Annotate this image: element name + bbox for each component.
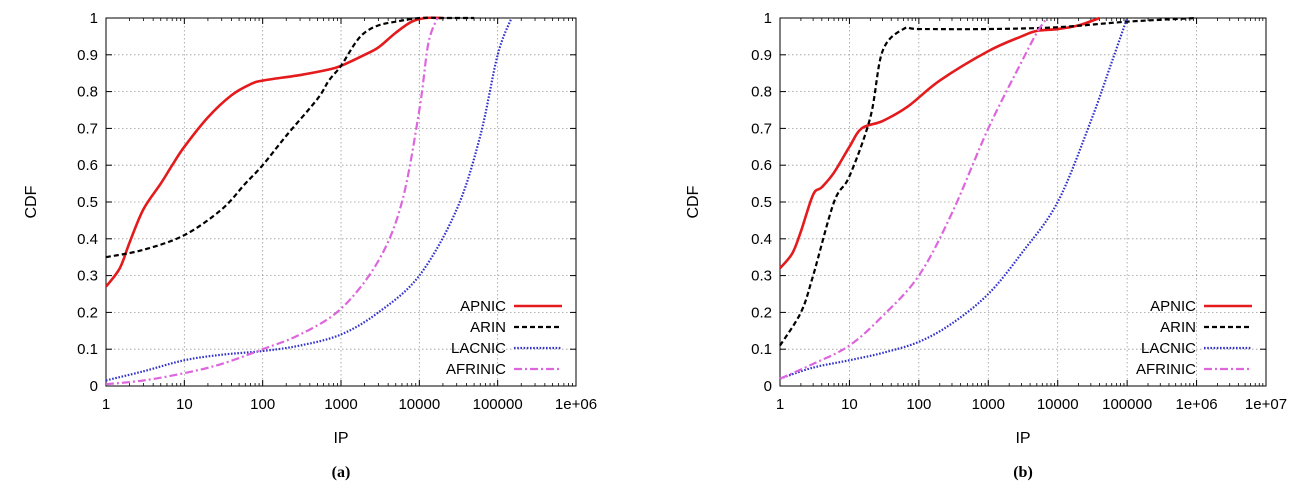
y-tick-label: 0.7 — [77, 120, 98, 137]
legend-label-apnic: APNIC — [460, 298, 506, 315]
legend-label-afrinic: AFRINIC — [1136, 361, 1196, 378]
x-axis-title: IP — [333, 430, 348, 447]
y-tick-label: 1 — [764, 10, 772, 27]
x-tick-label: 100 — [906, 396, 931, 413]
x-tick-label: 1e+06 — [555, 396, 597, 413]
y-axis-title: CDF — [23, 185, 40, 218]
x-tick-label: 100 — [250, 396, 275, 413]
y-tick-label: 0.1 — [751, 341, 772, 358]
figure-caption: (a) — [332, 464, 351, 481]
figure-caption: (b) — [1013, 464, 1033, 481]
y-tick-label: 0.8 — [77, 84, 98, 101]
y-tick-label: 0.4 — [751, 231, 772, 248]
chart-panel-b: 0 0.1 0.2 0.3 0.4 0.5 0.6 0.7 0.8 0.9 1 1 10 100 1000 1… — [648, 0, 1296, 489]
y-tick-label: 0.7 — [751, 120, 772, 137]
series-line-lacnic — [105, 17, 513, 382]
y-tick-label: 0.3 — [77, 268, 98, 285]
y-tick-label: 0 — [90, 378, 98, 395]
legend-label-arin: ARIN — [1160, 319, 1196, 336]
series-line-arin — [779, 16, 1197, 347]
series-line-arin — [105, 16, 475, 259]
x-tick-label: 1000 — [324, 396, 357, 413]
y-tick-label: 0.1 — [77, 341, 98, 358]
x-tick-label: 1e+07 — [1245, 396, 1287, 413]
legend-label-apnic: APNIC — [1150, 298, 1196, 315]
y-tick-label: 0.4 — [77, 231, 98, 248]
y-tick-label: 0.9 — [77, 47, 98, 64]
y-tick-label: 0.2 — [77, 304, 98, 321]
legend-label-afrinic: AFRINIC — [446, 361, 506, 378]
x-tick-label: 100000 — [1102, 396, 1152, 413]
y-tick-label: 0.3 — [751, 268, 772, 285]
y-axis-title: CDF — [685, 185, 702, 218]
y-tick-label: 0.5 — [77, 194, 98, 211]
y-tick-label: 0.6 — [77, 157, 98, 174]
series-line-apnic — [779, 16, 1100, 270]
y-tick-label: 1 — [90, 10, 98, 27]
y-tick-label: 0.9 — [751, 47, 772, 64]
cdf-chart-b: 0 0.1 0.2 0.3 0.4 0.5 0.6 0.7 0.8 0.9 1 1 10 100 1000 1… — [685, 10, 1287, 481]
y-tick-label: 0 — [764, 378, 772, 395]
series-lines — [779, 16, 1197, 380]
x-tick-label: 1 — [776, 396, 784, 413]
y-tick-label: 0.8 — [751, 84, 772, 101]
x-tick-label: 10000 — [1037, 396, 1079, 413]
legend-label-lacnic: LACNIC — [451, 340, 506, 357]
chart-panel-a: 0 0.1 0.2 0.3 0.4 0.5 0.6 0.7 0.8 0.9 1 1 10 100 1000 1… — [23, 10, 597, 481]
series-line-afrinic — [779, 17, 1048, 380]
series-lines — [104, 16, 513, 386]
legend-label-arin: ARIN — [470, 319, 506, 336]
series-line-afrinic — [105, 17, 439, 386]
x-tick-label: 10 — [841, 396, 858, 413]
legend: APNIC ARIN LACNIC AFRINIC — [446, 298, 562, 378]
x-axis-title: IP — [1015, 430, 1030, 447]
y-tick-label: 0.5 — [751, 194, 772, 211]
y-tick-label: 0.6 — [751, 157, 772, 174]
x-tick-label: 1000 — [972, 396, 1005, 413]
x-tick-label: 1e+06 — [1176, 396, 1218, 413]
legend: APNIC ARIN LACNIC AFRINIC — [1136, 298, 1252, 378]
legend-label-lacnic: LACNIC — [1141, 340, 1196, 357]
y-tick-label: 0.2 — [751, 304, 772, 321]
x-tick-label: 10 — [176, 396, 193, 413]
cdf-chart-a: 0 0.1 0.2 0.3 0.4 0.5 0.6 0.7 0.8 0.9 1 1 10 100 1000 1… — [23, 10, 597, 481]
x-tick-label: 1 — [102, 396, 110, 413]
x-tick-label: 100000 — [473, 396, 523, 413]
x-tick-label: 10000 — [398, 396, 440, 413]
series-line-apnic — [104, 16, 443, 288]
